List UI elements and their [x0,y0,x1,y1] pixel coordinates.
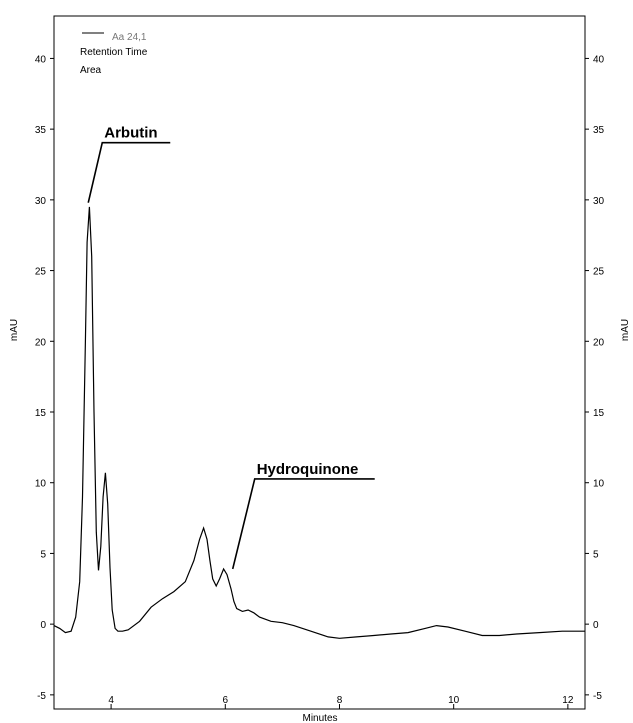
x-tick-label: 12 [562,695,574,706]
y-tick-label-left: 40 [35,54,47,65]
axis-ticks: -5 -5 0 0 5 5 10 10 15 15 20 20 25 25 30 30 35 35 40 40 4 6 8 1… [35,54,605,709]
y-tick-label-right: 5 [593,549,599,560]
x-tick-label: 6 [223,695,229,706]
y-tick-label-left: 20 [35,337,47,348]
y-tick-label-left: 10 [35,479,47,490]
y-tick-label-left: 0 [40,620,46,631]
y-tick-label-right: 25 [593,267,605,278]
y-tick-label-right: 20 [593,337,605,348]
y-tick-label-right: 0 [593,620,599,631]
y-tick-label-right: 40 [593,54,605,65]
y-tick-label-left: 25 [35,267,47,278]
y-tick-label-right: 30 [593,196,605,207]
x-axis-title: Minutes [302,713,337,723]
x-tick-label: 8 [337,695,343,706]
y-axis-title-right: mAU [620,319,631,341]
x-tick-label: 4 [108,695,114,706]
annotation-leader-0 [87,141,171,203]
y-tick-label-left: 5 [40,549,46,560]
y-tick-label-left: 15 [35,408,47,419]
y-axis-title-left: mAU [9,319,20,341]
legend-line-retention-time: Retention Time [80,47,148,58]
legend: Aa 24,1 Retention Time Area [80,32,148,76]
y-tick-label-right: 10 [593,479,605,490]
y-tick-label-left: -5 [37,691,46,702]
y-tick-label-left: 35 [35,125,47,136]
series-line-Aa-24-1 [53,206,585,639]
x-tick-label: 10 [448,695,460,706]
y-tick-label-right: -5 [593,691,602,702]
annotation-label-arbutin: Arbutin [104,125,157,142]
plot-frame [53,15,586,710]
y-tick-label-right: 35 [593,125,605,136]
annotation-leader-1 [231,478,375,570]
peak-annotations: Arbutin Hydroquinone [87,125,375,570]
legend-series-name: Aa 24,1 [112,32,147,43]
y-tick-label-left: 30 [35,196,47,207]
y-tick-label-right: 15 [593,408,605,419]
legend-line-area: Area [80,65,102,76]
annotation-label-hydroquinone: Hydroquinone [257,461,359,478]
